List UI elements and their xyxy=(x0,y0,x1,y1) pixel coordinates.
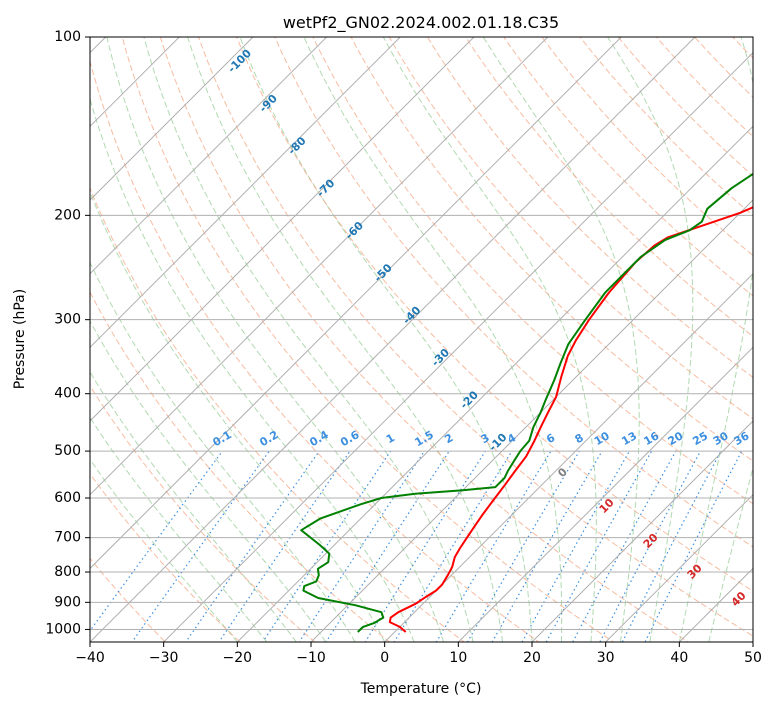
y-axis-label: Pressure (hPa) xyxy=(12,289,28,389)
x-tick-label: −30 xyxy=(149,650,179,666)
isotherm-line xyxy=(236,125,753,642)
x-tick-label: 50 xyxy=(744,650,762,666)
x-axis-label: Temperature (°C) xyxy=(360,681,482,697)
moist-adiabat-line xyxy=(90,458,238,642)
moist-adiabat-line xyxy=(106,37,445,642)
x-tick-label: −40 xyxy=(75,650,105,666)
y-tick-label: 100 xyxy=(54,29,81,45)
x-axis-ticks: −40 −30 −20 −10 0 10 20 30 40 50 xyxy=(75,642,762,666)
x-tick-label: 20 xyxy=(523,650,541,666)
y-tick-label: 400 xyxy=(54,386,81,402)
y-tick-label: 900 xyxy=(54,594,81,610)
dry-adiabats xyxy=(90,37,753,642)
dry-adiabat-line xyxy=(90,557,167,642)
dry-adiabat-line xyxy=(274,37,753,548)
dewpoint-series-line xyxy=(300,172,753,633)
isotherm-line xyxy=(90,37,328,275)
isotherm-line xyxy=(90,37,696,642)
dry-adiabat-line xyxy=(121,37,615,642)
plot-frame xyxy=(89,36,754,643)
y-tick-label: 300 xyxy=(54,312,81,328)
isotherm-line xyxy=(90,37,549,496)
isotherm-line xyxy=(90,37,623,570)
moist-adiabat-line xyxy=(678,37,753,642)
grid-lines xyxy=(90,37,753,642)
dry-adiabat-line xyxy=(350,37,753,462)
y-tick-label: 1000 xyxy=(45,621,81,637)
dry-adiabat-line xyxy=(312,37,753,505)
moist-adiabat-line xyxy=(187,37,503,642)
y-tick-label: 800 xyxy=(54,564,81,580)
moist-adiabat-line xyxy=(607,37,694,642)
moist-adiabat-line xyxy=(382,37,597,642)
isotherm-line xyxy=(90,37,254,201)
dry-adiabat-line xyxy=(503,37,753,297)
dry-adiabat-line xyxy=(90,59,540,642)
isotherm-line xyxy=(162,51,753,642)
y-tick-label: 700 xyxy=(54,530,81,546)
moist-adiabat-line xyxy=(90,416,268,642)
y-axis-ticks: 100 200 300 400 500 600 700 800 900 1000 xyxy=(45,29,90,637)
x-tick-label: 40 xyxy=(670,650,688,666)
moist-adiabat-line xyxy=(90,370,297,642)
dry-adiabat-line xyxy=(90,291,391,642)
dry-adiabat-line xyxy=(90,384,316,642)
isotherm-line xyxy=(90,37,402,349)
isotherm-line xyxy=(310,199,753,642)
moist-adiabat-line xyxy=(239,37,533,642)
chart-title: wetPf2_GN02.2024.002.01.18.C35 xyxy=(283,13,559,33)
dry-adiabat-line xyxy=(426,37,753,379)
y-tick-label: 200 xyxy=(54,207,81,223)
isotherm-line xyxy=(383,272,753,642)
isotherm-line xyxy=(604,493,753,642)
y-tick-label: 500 xyxy=(54,443,81,459)
x-tick-label: −10 xyxy=(296,650,326,666)
x-tick-label: 30 xyxy=(597,650,615,666)
x-tick-label: 0 xyxy=(380,650,389,666)
profile-series xyxy=(300,172,753,633)
moist-adiabat-line xyxy=(143,37,474,642)
dry-adiabat-line xyxy=(236,37,753,592)
x-tick-label: 10 xyxy=(449,650,467,666)
dry-adiabat-line xyxy=(90,186,465,642)
x-tick-label: −20 xyxy=(223,650,253,666)
temperature-series-line xyxy=(388,206,753,633)
moist-adiabat-line xyxy=(303,37,563,642)
y-tick-label: 600 xyxy=(54,490,81,506)
dry-adiabat-line xyxy=(159,37,690,642)
isotherm-line xyxy=(90,37,475,422)
isotherm-line xyxy=(457,346,753,642)
plot-area: -100-90-80-70-60-50-40-30-20-100.1 0.2 0.4… xyxy=(90,37,753,642)
moist-adiabat-line xyxy=(482,37,640,642)
moist-adiabat-line xyxy=(90,190,386,642)
dry-adiabat-line xyxy=(197,37,753,637)
isotherm-line xyxy=(531,420,753,642)
isotherm-line xyxy=(90,37,181,128)
